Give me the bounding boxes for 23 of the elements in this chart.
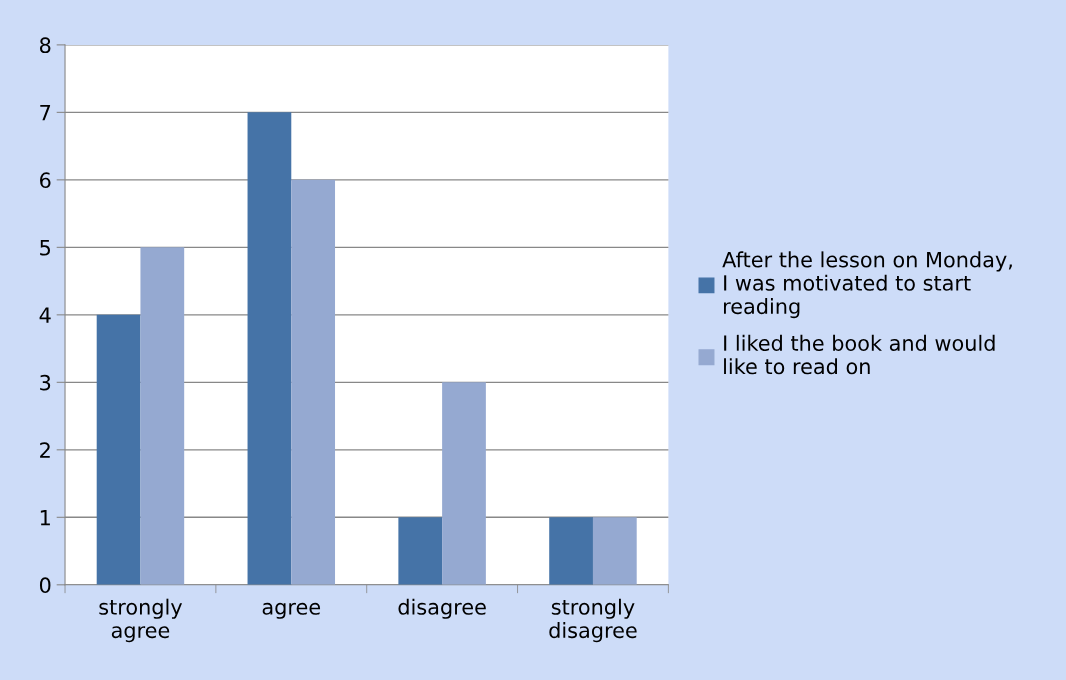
- x-tick-label: agree: [262, 602, 321, 619]
- bar: [247, 112, 292, 585]
- x-tick-label: disagree: [398, 598, 486, 619]
- y-tick-label: 5: [40, 240, 51, 256]
- legend-label: I liked the book and would like to read on: [724, 334, 995, 375]
- bar: [442, 382, 486, 585]
- y-tick-label: 1: [40, 510, 50, 526]
- y-tick-label: 6: [40, 172, 51, 189]
- legend-label: After the lesson on Monday, I was motivated to start reading: [722, 251, 1012, 319]
- x-tick-label: strongly agree: [99, 598, 183, 643]
- y-tick-label: 0: [39, 577, 51, 594]
- y-tick-label: 8: [39, 37, 51, 54]
- bar: [140, 247, 185, 585]
- bar: [549, 517, 593, 585]
- bar: [96, 314, 141, 585]
- x-tick-label: strongly disagree: [549, 598, 637, 643]
- bar: [291, 179, 336, 585]
- y-tick-label: 4: [39, 307, 51, 323]
- bar: [592, 517, 637, 585]
- bar: [398, 517, 443, 585]
- y-tick-label: 3: [40, 374, 51, 391]
- y-tick-label: 2: [40, 442, 50, 458]
- y-tick-label: 7: [40, 105, 51, 121]
